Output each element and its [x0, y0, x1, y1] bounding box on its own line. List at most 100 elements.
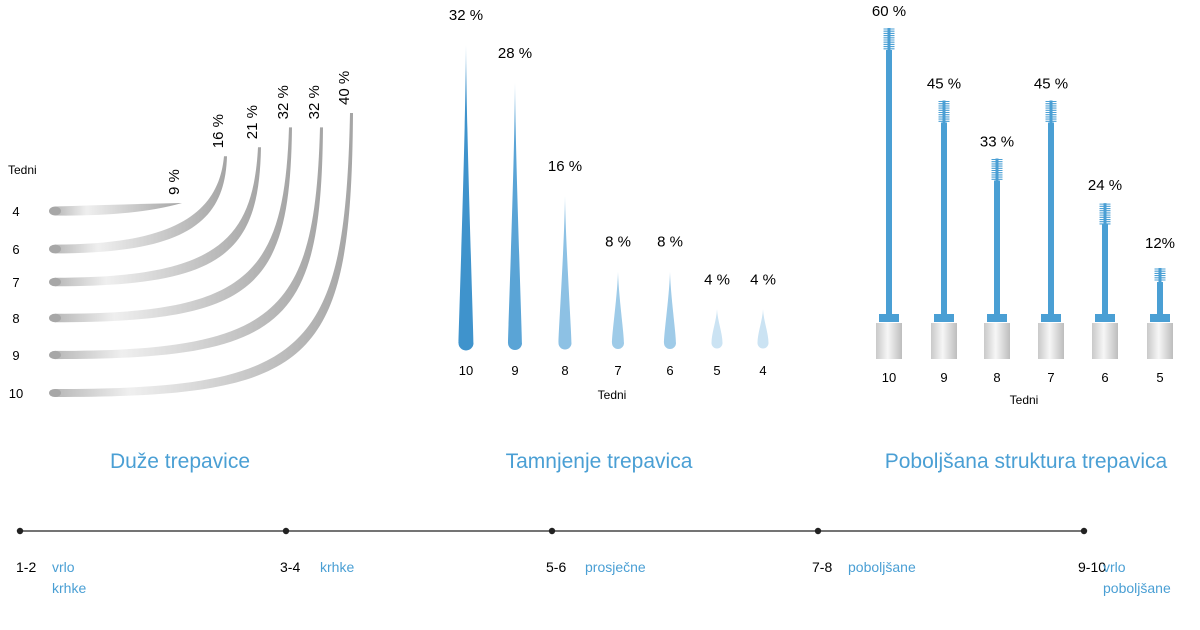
structure-base — [1038, 323, 1064, 359]
darkening-week-label: 5 — [713, 363, 720, 378]
timeline-quality-label: poboljšane — [848, 559, 916, 575]
length-lash-w7 — [55, 147, 261, 287]
length-value-label: 16 % — [210, 114, 227, 148]
darkening-week-label: 6 — [666, 363, 673, 378]
timeline-dot — [814, 527, 822, 535]
timeline-dot — [16, 527, 24, 535]
darkening-week-label: 7 — [614, 363, 621, 378]
timeline-quality-label: prosječne — [585, 559, 646, 575]
structure-brush-bristles — [938, 100, 950, 122]
timeline-dot — [548, 527, 556, 535]
structure-stem-w10 — [886, 50, 892, 318]
structure-week-label: 9 — [940, 370, 947, 385]
structure-week-label: 10 — [882, 370, 896, 385]
length-axis-label: Tedni — [8, 163, 37, 177]
length-week-label: 4 — [12, 204, 19, 219]
length-chart: Tedni 4 9 % 6 16 % 7 21 % 8 32 % 9 32 % 10 40 % Duž… — [8, 71, 353, 473]
length-value-label: 40 % — [336, 71, 353, 105]
structure-stem-w6 — [1102, 224, 1108, 318]
timeline-weeks-label: 1-2 — [16, 559, 36, 575]
darkening-drop-w4 — [757, 309, 769, 349]
timeline-quality-label: krhke — [320, 559, 354, 575]
structure-brush-core — [1103, 203, 1107, 226]
structure-week-label: 6 — [1101, 370, 1108, 385]
structure-stem-w7 — [1048, 122, 1054, 318]
darkening-value-label: 4 % — [704, 271, 730, 288]
darkening-drop-w7 — [612, 271, 624, 349]
timeline-weeks-label: 7-8 — [812, 559, 832, 575]
structure-brush-bristles — [1154, 268, 1166, 281]
structure-brush-bristles — [1099, 203, 1111, 225]
timeline-dot — [1080, 527, 1088, 535]
timeline-weeks-label: 5-6 — [546, 559, 566, 575]
darkening-value-label: 32 % — [449, 7, 483, 24]
structure-chart-title: Poboljšana struktura trepavica — [885, 450, 1168, 473]
structure-value-label: 24 % — [1088, 177, 1122, 194]
structure-stem-w9 — [941, 122, 947, 318]
darkening-chart-title: Tamnjenje trepavica — [506, 450, 693, 473]
length-lash-base — [49, 350, 61, 360]
timeline-weeks-label: 3-4 — [280, 559, 300, 575]
darkening-drop-w9 — [508, 82, 522, 350]
structure-base — [876, 323, 902, 359]
length-value-label: 32 % — [306, 85, 323, 119]
structure-week-label: 8 — [993, 370, 1000, 385]
structure-base — [1092, 323, 1118, 359]
structure-axis-label: Tedni — [1010, 393, 1039, 407]
timeline-dot — [282, 527, 290, 535]
darkening-drop-w8 — [558, 196, 572, 350]
timeline-weeks-label: 9-10 — [1078, 559, 1106, 575]
darkening-week-label: 10 — [459, 363, 473, 378]
darkening-value-label: 8 % — [657, 234, 683, 251]
darkening-week-label: 8 — [561, 363, 568, 378]
length-lash-w4 — [55, 203, 182, 216]
structure-value-label: 45 % — [1034, 76, 1068, 93]
structure-value-label: 45 % — [927, 76, 961, 93]
structure-brush-bristles — [883, 28, 895, 50]
darkening-drop-w10 — [458, 45, 474, 351]
timeline-quality-label: poboljšane — [1103, 580, 1171, 596]
length-lash-base — [49, 389, 61, 397]
darkening-chart: 32 % 10 28 % 9 16 % 8 8 % 7 8 % 6 4 % 5 4 % 4 Tedni T… — [449, 7, 776, 473]
timeline-quality-label: vrlo — [1103, 559, 1126, 575]
structure-value-label: 12% — [1145, 235, 1175, 252]
timeline-quality-label: krhke — [52, 580, 86, 596]
length-lash-base — [49, 313, 61, 323]
length-lash-w8 — [55, 127, 292, 323]
structure-week-label: 5 — [1156, 370, 1163, 385]
structure-base — [984, 323, 1010, 359]
structure-week-label: 7 — [1047, 370, 1054, 385]
structure-base — [931, 323, 957, 359]
darkening-week-label: 9 — [511, 363, 518, 378]
length-week-label: 6 — [12, 242, 19, 257]
length-lash-w6 — [55, 156, 227, 254]
timeline: 1-2 vrlo krhke 3-4 krhke 5-6 prosječne 7-8 pobol… — [16, 527, 1171, 596]
darkening-drop-w5 — [711, 309, 723, 349]
structure-value-label: 60 % — [872, 3, 906, 20]
darkening-value-label: 8 % — [605, 234, 631, 251]
structure-brush-bristles — [991, 158, 1003, 180]
length-lash-base — [49, 206, 61, 216]
structure-brush-bristles — [1045, 100, 1057, 122]
length-lash-base — [49, 277, 61, 287]
length-week-label: 10 — [9, 386, 23, 401]
length-week-label: 9 — [12, 348, 19, 363]
structure-value-label: 33 % — [980, 134, 1014, 151]
length-value-label: 32 % — [275, 85, 292, 119]
length-lash-base — [49, 244, 61, 254]
darkening-drop-w6 — [664, 271, 676, 349]
structure-stem-w8 — [994, 180, 1000, 318]
timeline-quality-label: vrlo — [52, 559, 75, 575]
length-week-label: 7 — [12, 275, 19, 290]
darkening-value-label: 16 % — [548, 158, 582, 175]
darkening-value-label: 28 % — [498, 45, 532, 62]
darkening-axis-label: Tedni — [598, 388, 627, 402]
darkening-value-label: 4 % — [750, 271, 776, 288]
length-week-label: 8 — [12, 311, 19, 326]
structure-stem-w5 — [1157, 282, 1163, 318]
length-value-label: 21 % — [244, 105, 261, 139]
length-chart-title: Duže trepavice — [110, 450, 250, 473]
structure-base — [1147, 323, 1173, 359]
length-value-label: 9 % — [166, 169, 183, 195]
